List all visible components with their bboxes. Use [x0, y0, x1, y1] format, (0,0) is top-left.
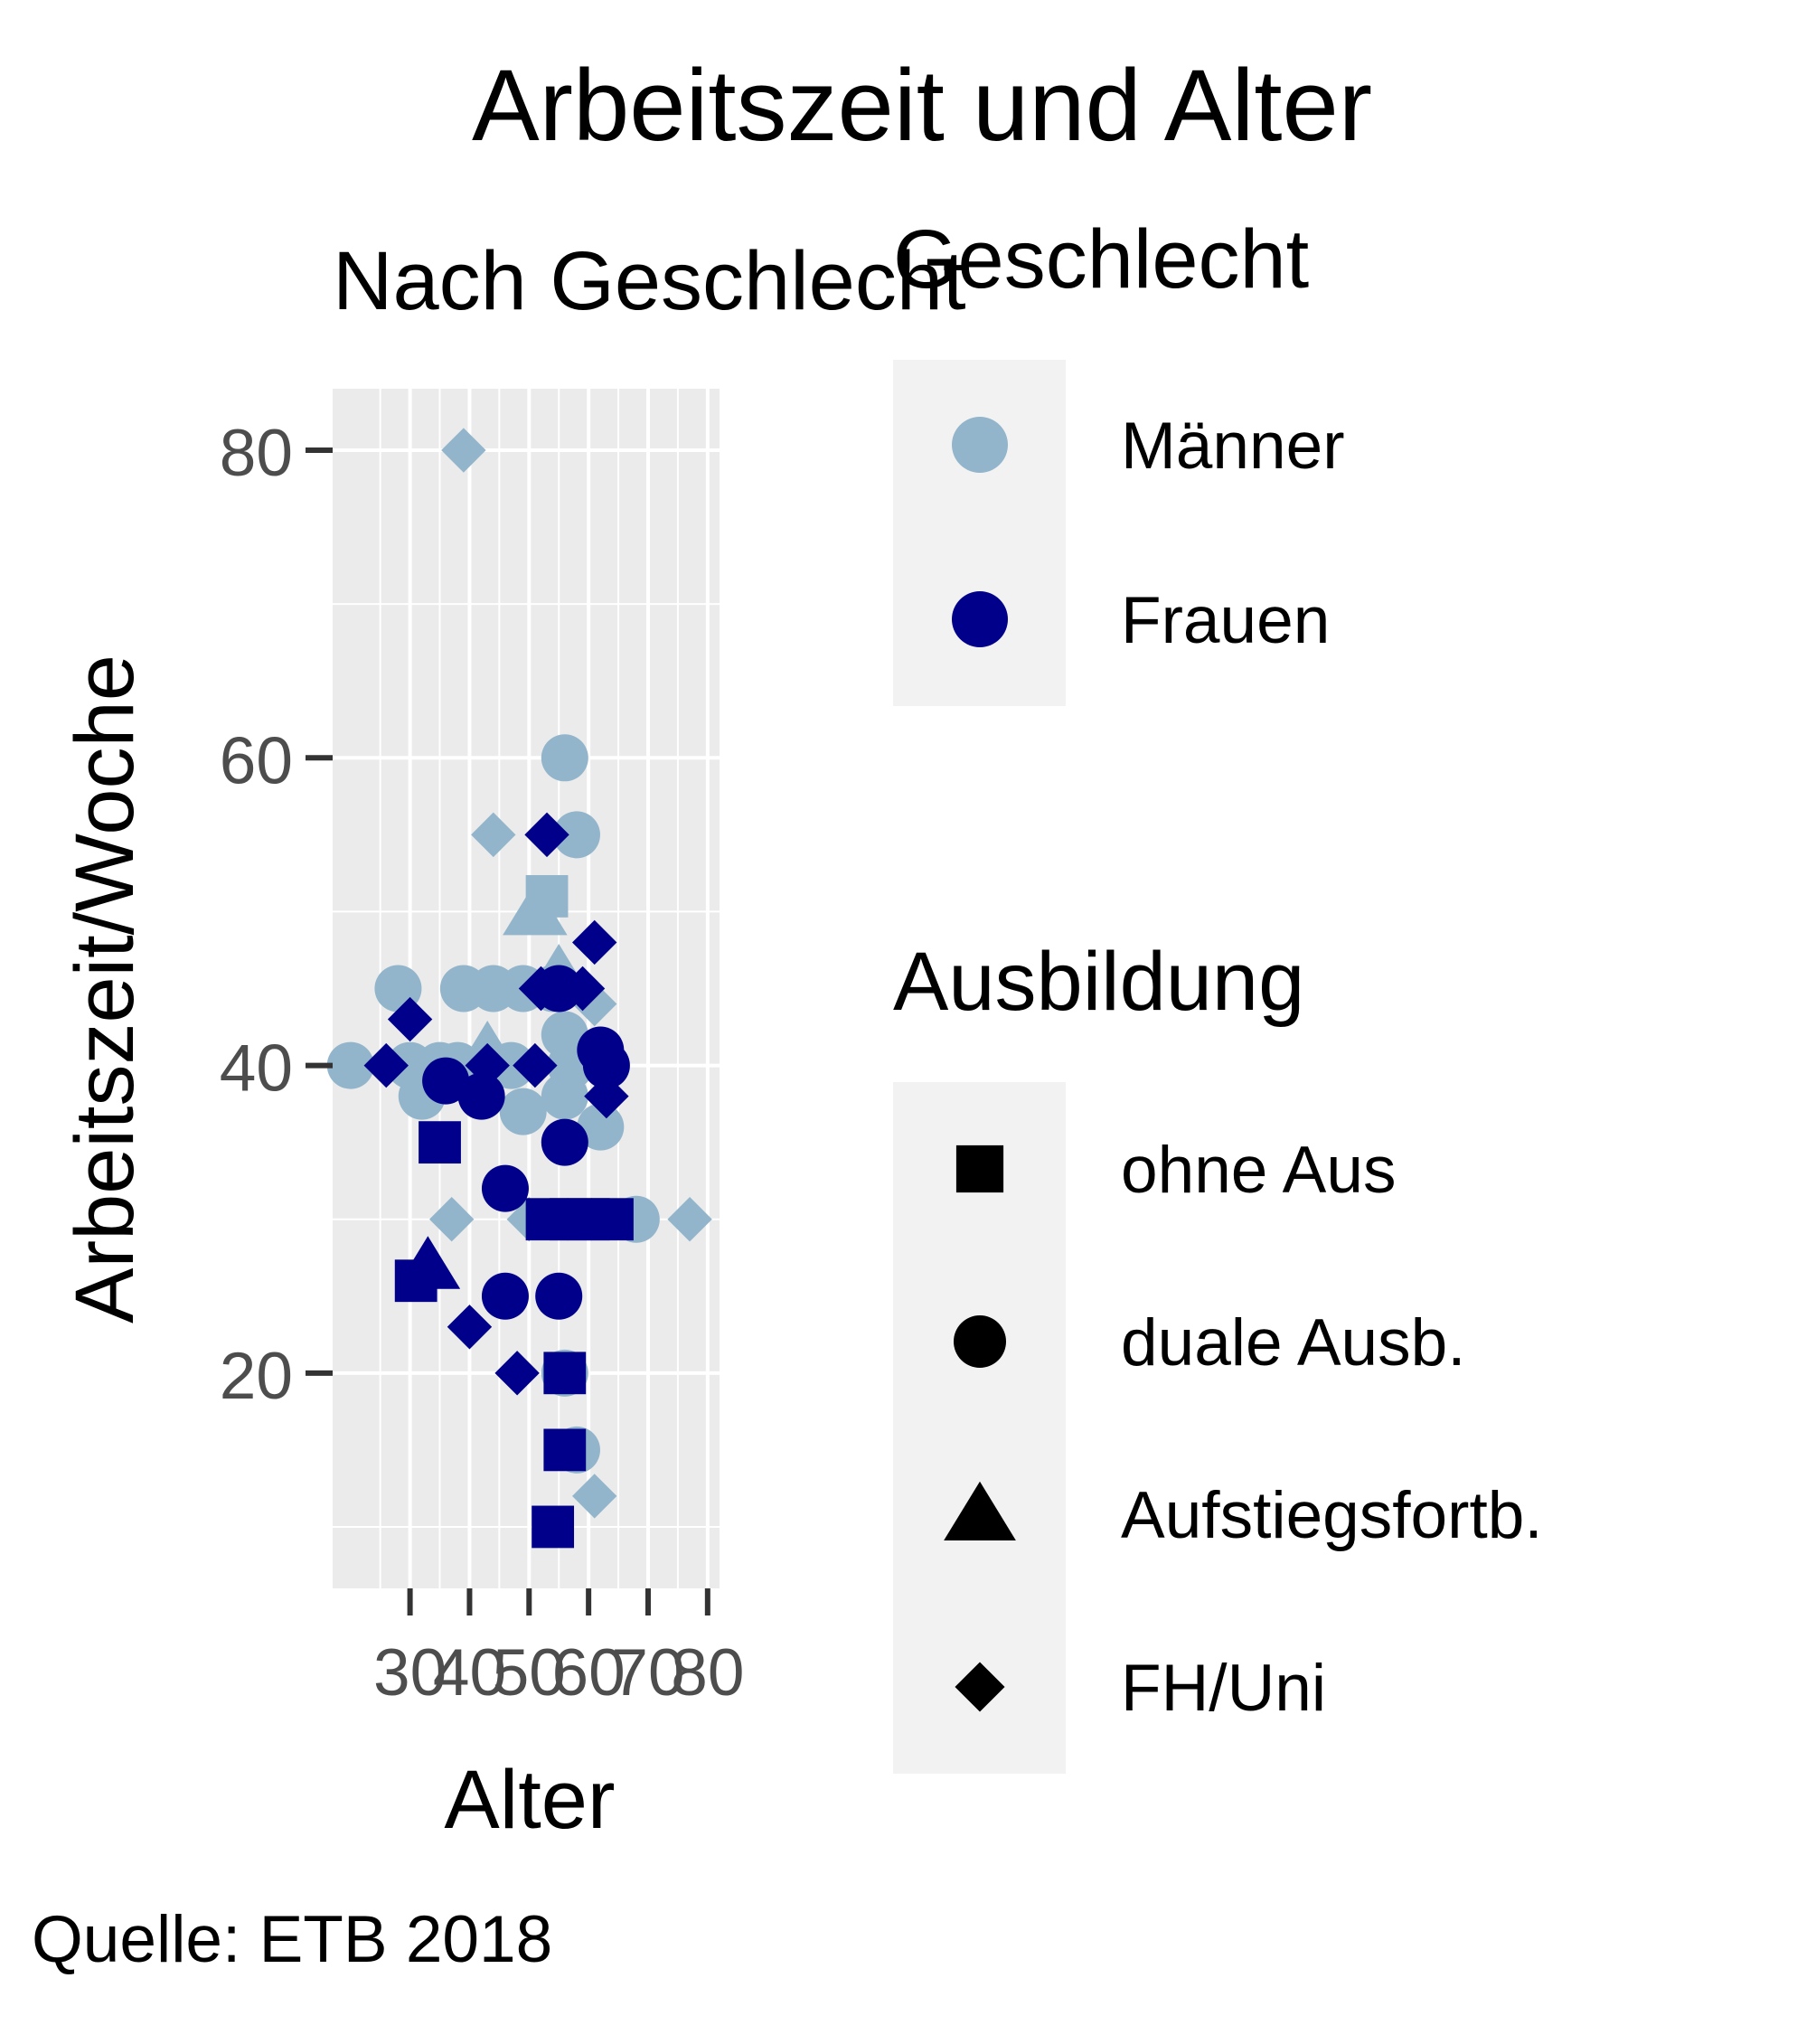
legend-shape-key [954, 1315, 1006, 1368]
data-point [560, 965, 606, 1012]
legend-shape-label: FH/Uni [1121, 1652, 1326, 1725]
legend-color-key [952, 591, 1008, 647]
data-point [572, 1474, 617, 1519]
data-point [363, 1042, 409, 1088]
legend-color-label: Männer [1121, 410, 1345, 483]
y-tick-label: 60 [220, 724, 293, 797]
data-point [525, 875, 569, 918]
data-point [572, 919, 617, 965]
legend-shape-label: duale Ausb. [1121, 1306, 1466, 1380]
legend-shape-items: ohne Aus duale Ausb. Aufstiegsfortb. FH/Uni [944, 1134, 1543, 1725]
data-point [487, 1041, 535, 1089]
data-point [447, 1305, 493, 1350]
data-point [494, 1351, 540, 1396]
data-point [457, 1072, 505, 1120]
data-point [541, 1118, 588, 1166]
legend-color-title: Geschlecht [893, 213, 1309, 306]
data-point [667, 1196, 712, 1242]
legend-shape-key [955, 1144, 1004, 1193]
data-point [419, 1121, 461, 1164]
x-tick-label: 70 [611, 1636, 684, 1710]
data-point [428, 1196, 475, 1242]
data-point [572, 981, 617, 1027]
y-axis: 20 40 60 80 [220, 417, 333, 1413]
legend-shape-label: Aufstiegsfortb. [1121, 1479, 1543, 1552]
legend-shape-keys [893, 1082, 1066, 1774]
data-point [465, 1042, 510, 1088]
data-points [326, 428, 712, 1549]
legend-color-label: Frauen [1121, 584, 1330, 657]
legend-shape-key [955, 1662, 1005, 1712]
data-point [543, 1352, 587, 1395]
x-axis-label: Alter [444, 1754, 615, 1846]
data-point [535, 965, 583, 1013]
data-point [326, 1041, 374, 1089]
y-tick-label: 20 [220, 1340, 293, 1413]
legend-color-keys [893, 360, 1066, 706]
data-point [591, 1198, 634, 1241]
data-point [552, 811, 600, 859]
data-point [584, 1073, 629, 1119]
data-point [513, 1042, 558, 1088]
legend-shape-key [944, 1481, 1016, 1540]
legend-color-items: Männer Frauen [952, 410, 1345, 657]
x-tick-label: 30 [373, 1636, 447, 1710]
legend-color-key [952, 417, 1008, 473]
data-point [532, 1505, 575, 1549]
data-point [577, 1103, 625, 1151]
y-tick-label: 40 [220, 1032, 293, 1106]
y-tick-label: 80 [220, 417, 293, 490]
data-point [541, 734, 588, 782]
data-point [541, 1072, 588, 1120]
chart-title: Arbeitszeit und Alter [472, 49, 1372, 162]
data-point [535, 1272, 583, 1320]
legend-shape-label: ohne Aus [1121, 1134, 1396, 1207]
data-point [499, 1088, 547, 1135]
data-point [441, 428, 486, 473]
data-point [387, 996, 433, 1042]
x-tick-label: 60 [552, 1636, 626, 1710]
x-tick-label: 80 [671, 1636, 744, 1710]
x-tick-label: 40 [433, 1636, 506, 1710]
data-point [471, 812, 516, 858]
data-point [395, 1236, 461, 1289]
chart-caption: Quelle: ETB 2018 [32, 1903, 552, 1976]
data-point [524, 812, 569, 858]
data-point [582, 1041, 630, 1089]
x-tick-label: 50 [493, 1636, 566, 1710]
chart-subtitle: Nach Geschlecht [333, 235, 966, 327]
y-axis-label: Arbeitszeit/Woche [59, 655, 151, 1323]
data-point [481, 1272, 529, 1320]
data-point [422, 1057, 470, 1105]
data-point [481, 1164, 529, 1212]
data-point [543, 1428, 587, 1472]
legend-shape-title: Ausbildung [893, 936, 1304, 1028]
